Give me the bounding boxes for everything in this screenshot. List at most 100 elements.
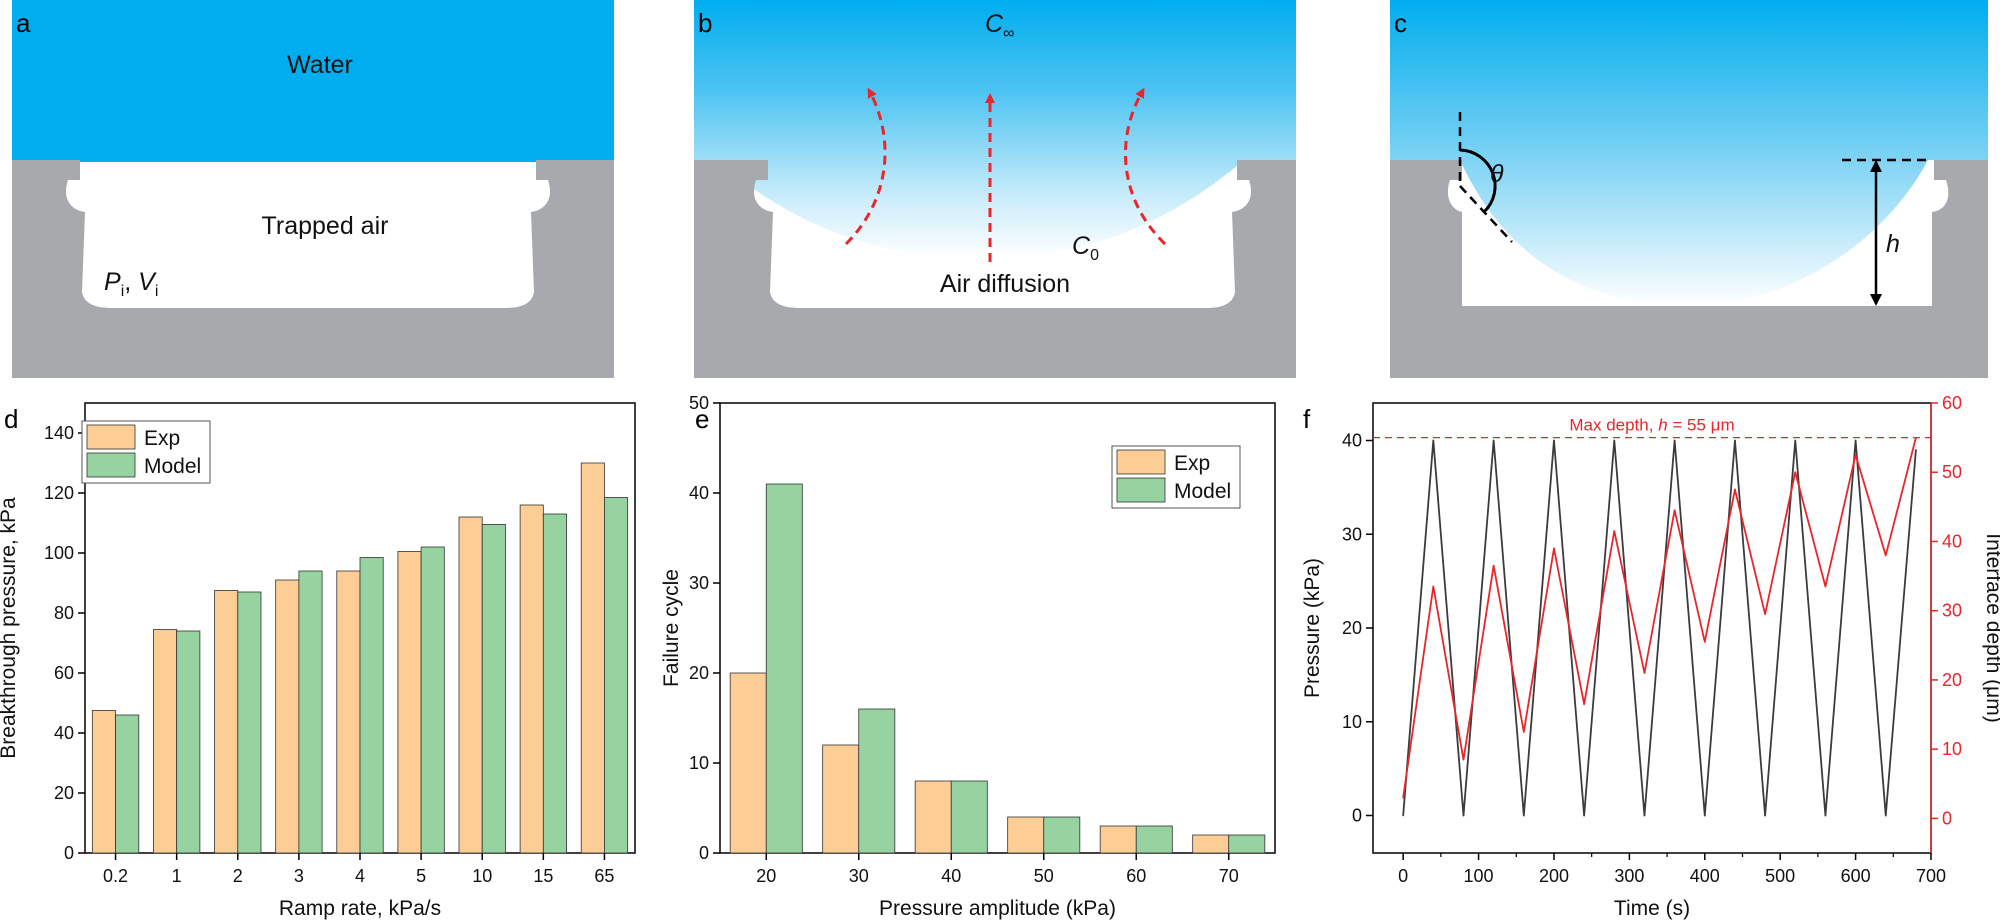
y-axis-title: Failure cycle — [660, 569, 683, 687]
pressure-point — [1583, 814, 1585, 817]
depth-point — [1703, 641, 1706, 643]
depth-point — [1432, 585, 1435, 588]
pressure-point — [1884, 814, 1887, 817]
bar-model — [604, 497, 629, 854]
bar-model — [542, 513, 567, 854]
y-tick-label: 20 — [54, 783, 74, 803]
depth-point — [1523, 731, 1525, 733]
depth-point — [1583, 703, 1585, 705]
bar-model — [359, 557, 384, 854]
y-tick-label: 140 — [44, 423, 74, 443]
y-tick-label: 10 — [1342, 712, 1362, 732]
y-tick-label: 0 — [699, 843, 709, 863]
x-tick-label: 60 — [1126, 866, 1146, 886]
chart-e: e 0 10 20 30 40 50 20 30 40 50 60 70 Pressure amplit… — [660, 393, 1276, 920]
x-tick-label: 5 — [416, 866, 426, 886]
pressure-point — [1462, 814, 1465, 817]
depth-point — [1854, 454, 1857, 456]
panel-b-c-infinity: C∞ — [985, 10, 1014, 42]
x-tick-label: 15 — [533, 866, 553, 886]
depth-point — [1764, 613, 1766, 615]
panel-a-air-label: Trapped air — [262, 212, 389, 240]
x-tick-label: 3 — [294, 866, 304, 886]
max-depth-label-prefix: Max depth, — [1569, 416, 1658, 435]
depth-point — [1794, 471, 1797, 474]
pressure-point — [1734, 439, 1736, 442]
depth-series-line — [1402, 437, 1917, 798]
bar-exp — [336, 570, 361, 854]
x-tick-label: 50 — [1034, 866, 1054, 886]
legend-swatch-model — [1116, 477, 1166, 503]
bar-model — [765, 483, 803, 854]
y-tick-label: 30 — [689, 573, 709, 593]
y-tick-label: 10 — [689, 753, 709, 773]
y2-tick-label: 0 — [1942, 808, 1952, 828]
bar-exp — [153, 629, 178, 854]
bar-model — [420, 546, 445, 854]
y-tick-label: 30 — [1342, 524, 1362, 544]
legend-swatch-model — [86, 452, 136, 478]
x-tick-label: 200 — [1539, 866, 1569, 886]
bar-exp — [1099, 825, 1137, 854]
panel-a-water — [12, 0, 614, 162]
pressure-point — [1794, 439, 1797, 442]
y-axis-title: Breakthrough pressure, kPa — [0, 497, 20, 759]
panel-b-diffusion-label: Air diffusion — [940, 270, 1070, 298]
panel-a-pressure-volume: Pi, Vi — [104, 268, 158, 300]
panel-b-label: b — [698, 8, 712, 38]
bar-model — [176, 630, 201, 854]
pressure-point — [1613, 439, 1616, 442]
bar-exp — [91, 710, 116, 854]
chart-d: d 0 20 40 60 80 100 120 140 0.2 1 2 3 4 5 10 15 65 Ramp r… — [0, 402, 636, 920]
x-tick-label: 4 — [355, 866, 365, 886]
x-tick-label: 30 — [849, 866, 869, 886]
y-tick-label: 50 — [689, 393, 709, 413]
bar-model — [298, 570, 323, 854]
bar-exp — [458, 516, 483, 854]
depth-point — [1673, 509, 1676, 512]
depth-point — [1884, 554, 1887, 557]
contact-angle-tangent — [1459, 185, 1513, 243]
bar-model — [481, 524, 506, 854]
legend: Exp Model — [1111, 445, 1241, 509]
bar-exp — [822, 744, 860, 854]
max-depth-label: Max depth, h = 55 μm — [1569, 416, 1734, 435]
panel-c-schematic: c θ h — [1390, 0, 1988, 378]
depth-point — [1915, 436, 1917, 439]
bar-model — [858, 708, 896, 854]
pressure-point — [1523, 814, 1525, 817]
bar-model — [1043, 816, 1081, 854]
bar-exp — [397, 551, 422, 854]
max-depth-label-suffix: = 55 μm — [1668, 416, 1735, 435]
x-tick-label: 70 — [1219, 866, 1239, 886]
depth-point — [1553, 547, 1555, 550]
y2-axis-title: Interface depth (μm) — [1982, 533, 2000, 723]
panel-a-schematic: a Water Trapped air Pi, Vi — [12, 0, 614, 378]
chart-e-axes-frame — [719, 402, 1276, 854]
max-depth-label-symbol: h — [1658, 416, 1667, 435]
bar-exp — [914, 780, 952, 854]
pressure-point — [1673, 439, 1676, 442]
x-axis-title: Ramp rate, kPa/s — [279, 897, 441, 920]
x-tick-label: 0.2 — [103, 866, 128, 886]
pressure-point — [1432, 439, 1435, 442]
chart-f: f 0 100 200 300 400 500 600 7000102030400102030… — [1301, 393, 2000, 920]
pressure-point — [1915, 449, 1917, 451]
x-tick-label: 65 — [594, 866, 614, 886]
depth-point — [1824, 585, 1827, 588]
bar-exp — [214, 590, 239, 854]
panel-e-label: e — [695, 404, 709, 434]
y-tick-label: 0 — [1352, 806, 1362, 826]
panel-b-substrate — [694, 160, 1296, 378]
y-tick-label: 20 — [689, 663, 709, 683]
x-tick-label: 400 — [1690, 866, 1720, 886]
x-tick-label: 40 — [941, 866, 961, 886]
y-tick-label: 40 — [689, 483, 709, 503]
legend-label-exp: Exp — [144, 427, 180, 450]
legend: Exp Model — [81, 420, 211, 484]
bar-exp — [519, 504, 544, 854]
y-tick-label: 80 — [54, 603, 74, 623]
depth-point — [1613, 530, 1616, 532]
y-axis-title: Pressure (kPa) — [1301, 558, 1324, 698]
